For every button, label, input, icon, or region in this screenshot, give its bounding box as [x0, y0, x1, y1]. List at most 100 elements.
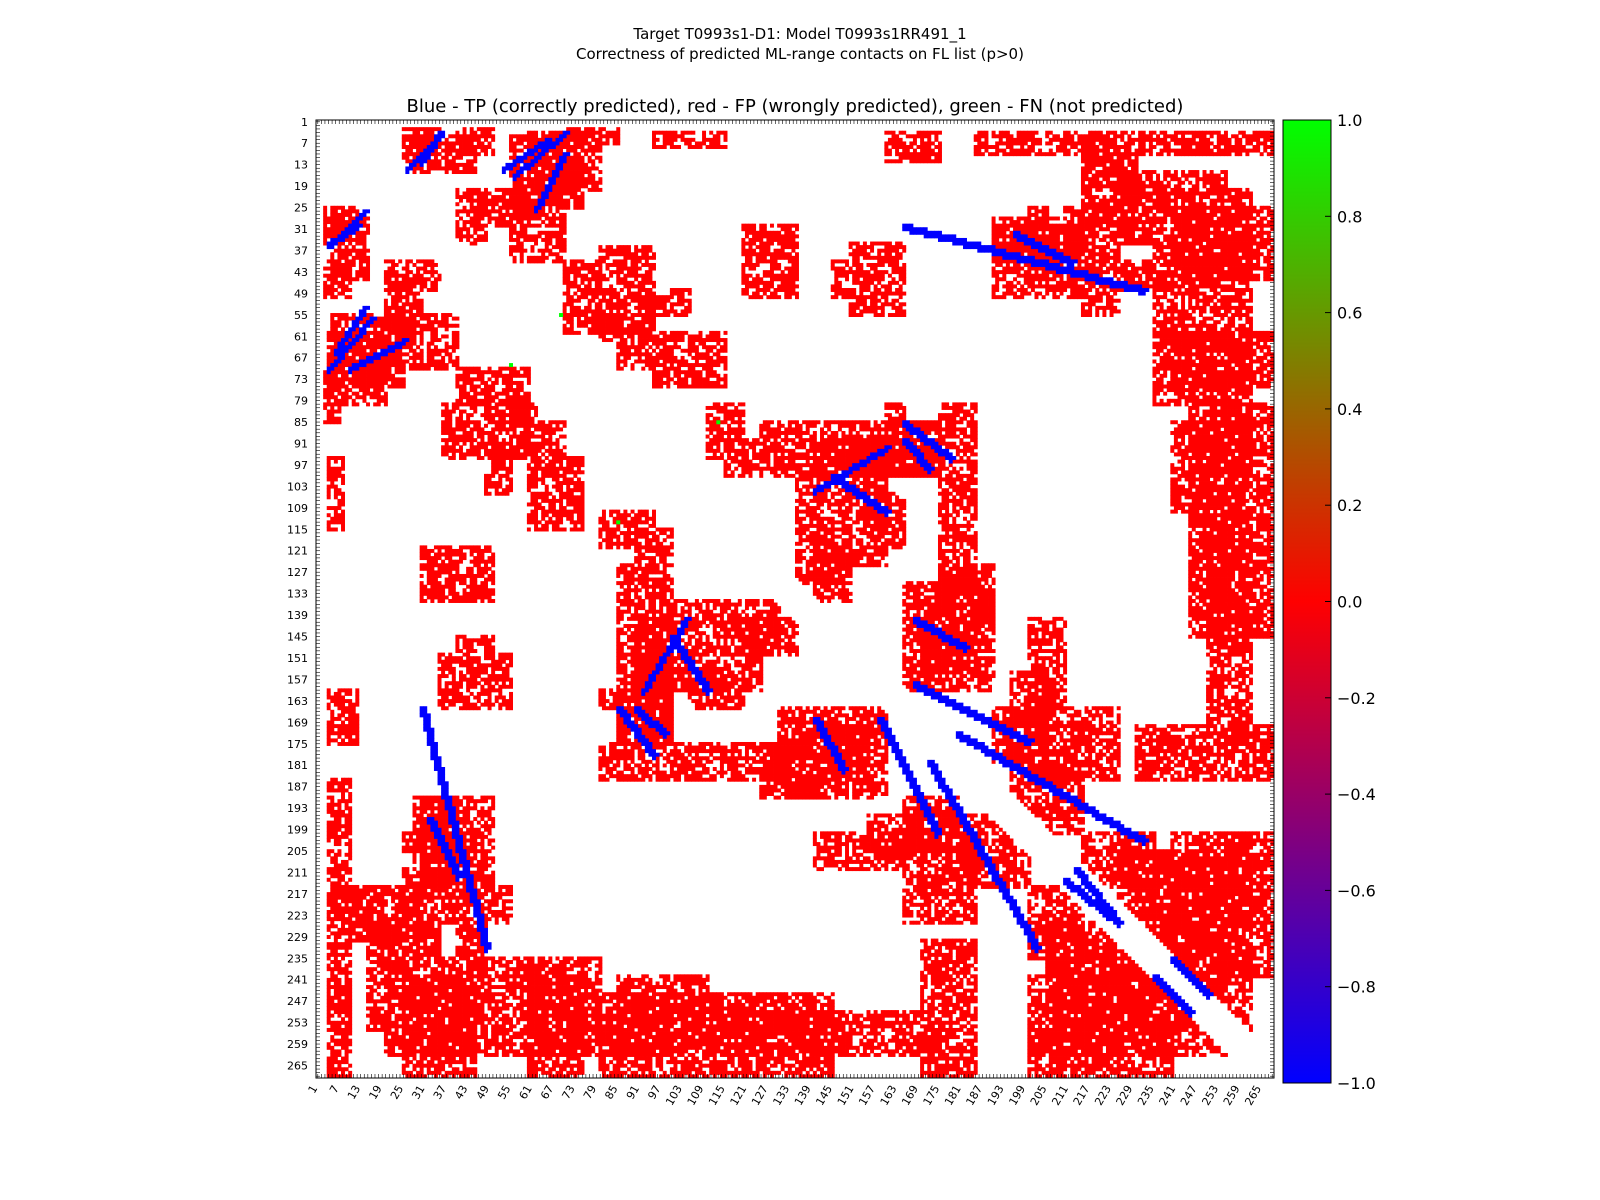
fp-contact-cell: [330, 999, 335, 1004]
fp-contact-cell: [530, 134, 535, 139]
fp-contact-cell: [376, 330, 381, 335]
fp-contact-cell: [326, 1027, 331, 1032]
fp-contact-cell: [916, 155, 921, 160]
fp-contact-cell: [412, 291, 417, 296]
fp-contact-cell: [580, 137, 585, 142]
fp-contact-cell: [333, 1024, 338, 1029]
fp-contact-cell: [559, 212, 564, 217]
fp-contact-cell: [1252, 145, 1257, 149]
fp-contact-cell: [494, 681, 499, 686]
fp-contact-cell: [1220, 141, 1225, 146]
fp-contact-cell: [491, 559, 496, 564]
fp-contact-cell: [1188, 202, 1193, 207]
fp-contact-cell: [1163, 145, 1168, 149]
fp-contact-cell: [487, 677, 492, 682]
fp-contact-cell: [1030, 137, 1035, 142]
fp-contact-cell: [1077, 223, 1082, 228]
fp-contact-cell: [526, 134, 531, 139]
fp-contact-cell: [587, 187, 592, 192]
fp-contact-cell: [337, 245, 342, 250]
fp-contact-cell: [1066, 141, 1071, 146]
fp-contact-cell: [469, 681, 474, 686]
fp-contact-cell: [333, 963, 338, 968]
fp-contact-cell: [391, 295, 396, 300]
fp-contact-cell: [376, 341, 381, 346]
fp-contact-cell: [344, 1052, 349, 1057]
fp-contact-cell: [780, 248, 785, 253]
fp-contact-cell: [1120, 137, 1125, 142]
fp-contact-cell: [344, 1024, 349, 1029]
fp-contact-cell: [326, 731, 331, 736]
fp-contact-cell: [426, 577, 431, 582]
fp-contact-cell: [476, 220, 481, 225]
fp-contact-cell: [412, 284, 417, 289]
fp-contact-cell: [405, 259, 410, 264]
fp-contact-cell: [387, 288, 392, 292]
fp-contact-cell: [366, 377, 371, 382]
fp-contact-cell: [1027, 262, 1032, 267]
fp-contact-cell: [1098, 216, 1103, 221]
fp-contact-cell: [419, 870, 424, 875]
fp-contact-cell: [333, 702, 338, 707]
fp-contact-cell: [419, 141, 424, 146]
fp-contact-cell: [755, 273, 760, 278]
fp-contact-cell: [795, 241, 799, 246]
fp-contact-cell: [855, 262, 860, 267]
fp-contact-cell: [787, 277, 792, 282]
fp-contact-cell: [451, 920, 456, 925]
fp-contact-cell: [509, 205, 513, 210]
fp-contact-cell: [762, 280, 767, 285]
fp-contact-cell: [852, 255, 857, 260]
fp-contact-cell: [383, 1031, 388, 1036]
fp-contact-cell: [752, 277, 757, 282]
fp-contact-cell: [326, 924, 331, 929]
fp-contact-cell: [394, 330, 399, 335]
fp-contact-cell: [870, 309, 875, 314]
fp-contact-cell: [1195, 152, 1200, 157]
fp-contact-cell: [473, 702, 478, 707]
fp-contact-cell: [1127, 141, 1132, 146]
fp-contact-cell: [351, 355, 356, 360]
fp-contact-cell: [462, 663, 467, 668]
fp-contact-cell: [784, 255, 789, 260]
fp-contact-cell: [344, 817, 349, 822]
fp-contact-cell: [1238, 141, 1243, 146]
fp-contact-cell: [405, 320, 410, 325]
fp-contact-cell: [387, 1013, 392, 1018]
fp-contact-cell: [326, 695, 331, 700]
fp-contact-cell: [430, 262, 435, 267]
fp-contact-cell: [555, 130, 560, 135]
fp-contact-cell: [326, 977, 331, 982]
fp-contact-cell: [780, 223, 785, 228]
fp-contact-cell: [759, 288, 764, 292]
fp-contact-cell: [341, 513, 345, 518]
fp-contact-cell: [451, 573, 456, 578]
fp-contact-cell: [519, 205, 524, 210]
fp-contact-cell: [341, 495, 345, 500]
fp-contact-cell: [405, 148, 410, 153]
fp-contact-cell: [373, 320, 378, 325]
fp-contact-cell: [341, 288, 345, 292]
fp-contact-cell: [548, 191, 553, 196]
fp-contact-cell: [580, 145, 585, 149]
fp-contact-cell: [569, 166, 574, 171]
fp-contact-cell: [852, 288, 857, 292]
fp-contact-cell: [530, 223, 535, 228]
fp-contact-cell: [752, 291, 757, 296]
fp-contact-cell: [766, 270, 771, 275]
fp-contact-cell: [408, 316, 413, 321]
fp-contact-cell: [541, 166, 546, 171]
fp-contact-cell: [455, 920, 460, 925]
fp-contact-cell: [398, 273, 403, 278]
fp-contact-cell: [430, 906, 435, 911]
fp-contact-cell: [383, 967, 388, 972]
fp-contact-cell: [584, 127, 589, 132]
fp-contact-cell: [516, 166, 521, 171]
fp-contact-cell: [480, 570, 485, 575]
fp-contact-cell: [344, 981, 349, 986]
fp-contact-cell: [341, 370, 345, 375]
fp-contact-cell: [426, 323, 431, 328]
fp-contact-cell: [898, 241, 903, 246]
fp-contact-cell: [773, 277, 778, 282]
fp-contact-cell: [576, 127, 581, 132]
